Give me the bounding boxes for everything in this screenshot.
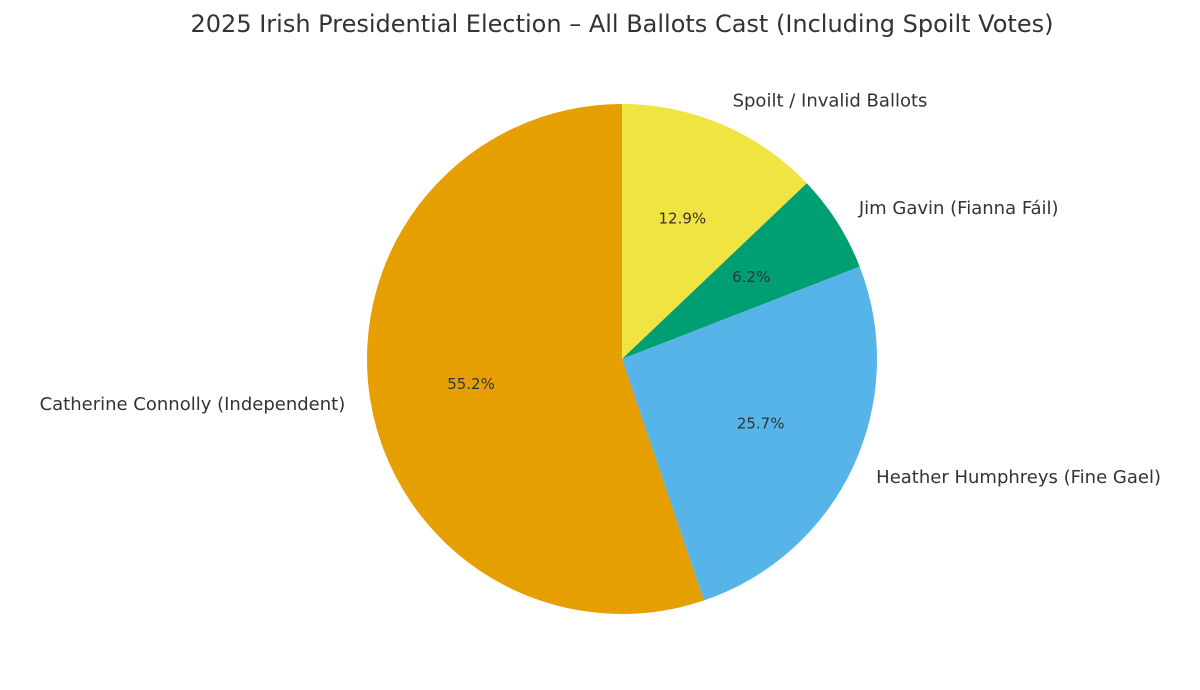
slice-category-label: Spoilt / Invalid Ballots: [733, 91, 928, 112]
slice-labels: Spoilt / Invalid Ballots Jim Gavin (Fiann…: [40, 91, 1161, 488]
pie-slice: [622, 266, 877, 601]
slice-percent-label: 6.2%: [732, 268, 770, 286]
slice-category-label: Jim Gavin (Fianna Fáil): [858, 198, 1059, 219]
percent-labels: 12.9% 6.2% 25.7% 55.2%: [447, 209, 784, 432]
slice-percent-label: 55.2%: [447, 375, 495, 393]
chart-title: 2025 Irish Presidential Election – All B…: [191, 10, 1054, 38]
pie-slice: [622, 183, 860, 359]
pie-slice: [367, 104, 704, 614]
pie-slices: [367, 104, 877, 614]
slice-category-label: Heather Humphreys (Fine Gael): [876, 467, 1161, 488]
slice-percent-label: 12.9%: [658, 209, 706, 227]
pie-slice: [622, 104, 807, 359]
slice-percent-label: 25.7%: [737, 415, 785, 433]
slice-category-label: Catherine Connolly (Independent): [40, 394, 346, 415]
